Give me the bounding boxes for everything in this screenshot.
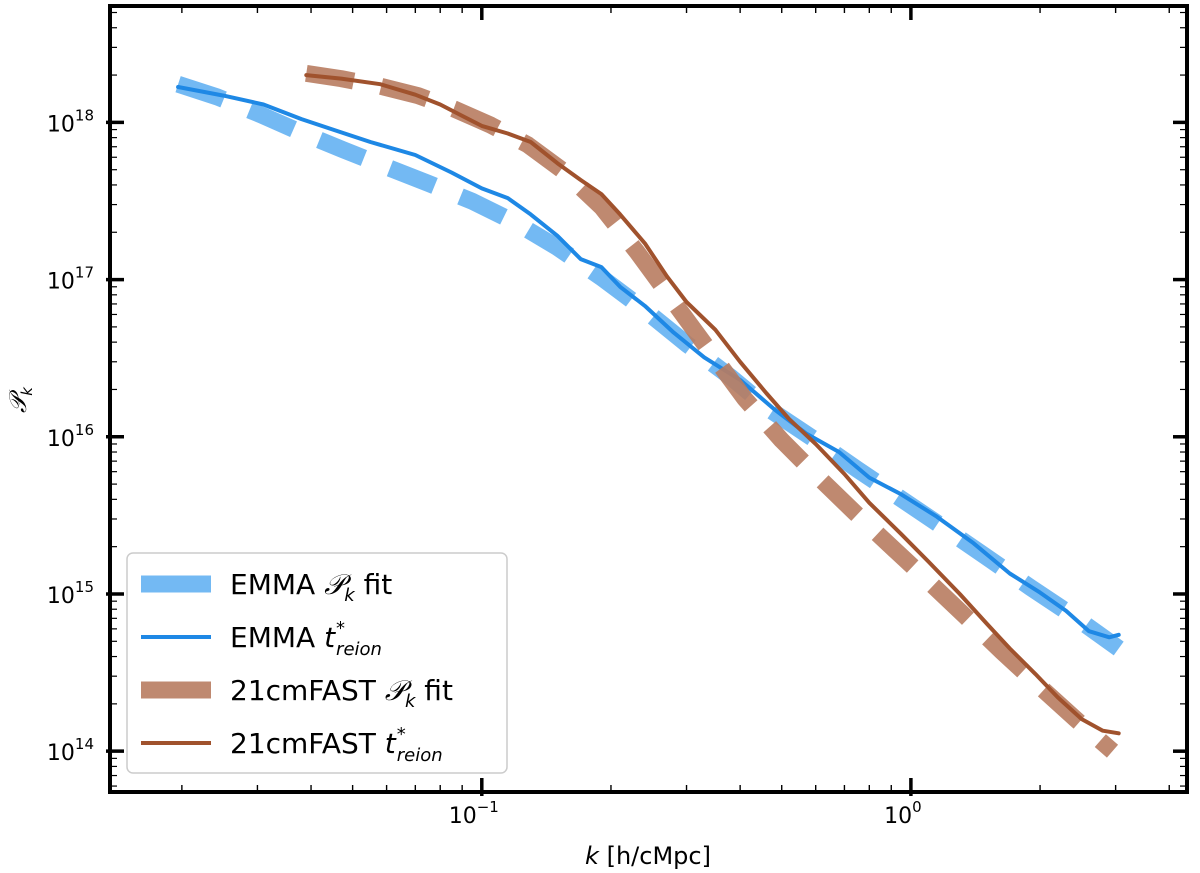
y-tick-label-base: 10 xyxy=(47,741,75,766)
x-tick-label-base: 10 xyxy=(884,804,912,829)
legend-label-subscript: k xyxy=(405,691,417,712)
y-tick-label-exponent: 14 xyxy=(75,735,94,753)
x-tick-label-base: 10 xyxy=(449,804,477,829)
x-axis-label: k [h/cMpc] xyxy=(585,842,711,870)
y-tick-label-base: 10 xyxy=(47,270,75,295)
y-axis-label-subscript: k xyxy=(18,386,36,396)
legend-label: EMMA 𝒫k fit xyxy=(230,568,392,606)
y-tick-label-base: 10 xyxy=(47,427,75,452)
x-tick-labels: 10−1 100 xyxy=(449,798,922,829)
legend-label-subscript: k xyxy=(344,585,356,606)
legend-label-name: EMMA xyxy=(230,568,324,601)
x-tick-label-exponent: −1 xyxy=(477,798,499,816)
series-line-0 xyxy=(175,76,1124,656)
y-tick-label: 1018 xyxy=(47,106,94,137)
legend-label: 21cmFAST 𝒫k fit xyxy=(230,674,453,712)
y-tick-label-base: 10 xyxy=(47,112,75,137)
y-tick-label-base: 10 xyxy=(47,584,75,609)
legend-label-subscript: reion xyxy=(397,745,443,766)
legend-label-name: 21cmFAST xyxy=(230,674,385,707)
series-line-3 xyxy=(304,73,1121,736)
legend-box xyxy=(126,552,508,774)
y-tick-label: 1017 xyxy=(47,264,94,295)
y-tick-label-exponent: 18 xyxy=(75,106,94,124)
x-axis-label-unit: [h/cMpc] xyxy=(599,842,711,870)
legend-label: EMMA t* reion xyxy=(230,618,382,660)
y-tick-label-exponent: 16 xyxy=(75,421,94,439)
series-line-1 xyxy=(176,85,1121,640)
plot-frame xyxy=(108,4,1189,794)
legend-label-name: 21cmFAST xyxy=(230,727,385,760)
series-layer xyxy=(175,64,1124,758)
legend-label-superscript: * xyxy=(397,724,406,745)
y-tick-label-exponent: 17 xyxy=(75,264,94,282)
x-axis-label-var: k xyxy=(585,842,600,870)
legend-label-suffix: fit xyxy=(415,674,453,707)
legend-label: 21cmFAST t* reion xyxy=(230,724,443,766)
legend-label-symbol: t xyxy=(385,727,397,760)
y-tick-label-exponent: 15 xyxy=(75,578,94,596)
legend-label-subscript: reion xyxy=(336,639,382,660)
legend-label-name: EMMA xyxy=(230,621,324,654)
legend-label-suffix: fit xyxy=(355,568,393,601)
y-tick-label: 1015 xyxy=(47,578,94,609)
y-tick-label: 1016 xyxy=(47,421,94,452)
x-tick-label: 100 xyxy=(884,798,922,829)
legend-label-symbol: t xyxy=(324,621,336,654)
y-tick-label: 1014 xyxy=(47,735,94,766)
x-tick-label: 10−1 xyxy=(449,798,499,829)
x-tick-label-exponent: 0 xyxy=(912,798,922,816)
legend-label-superscript: * xyxy=(336,618,345,639)
